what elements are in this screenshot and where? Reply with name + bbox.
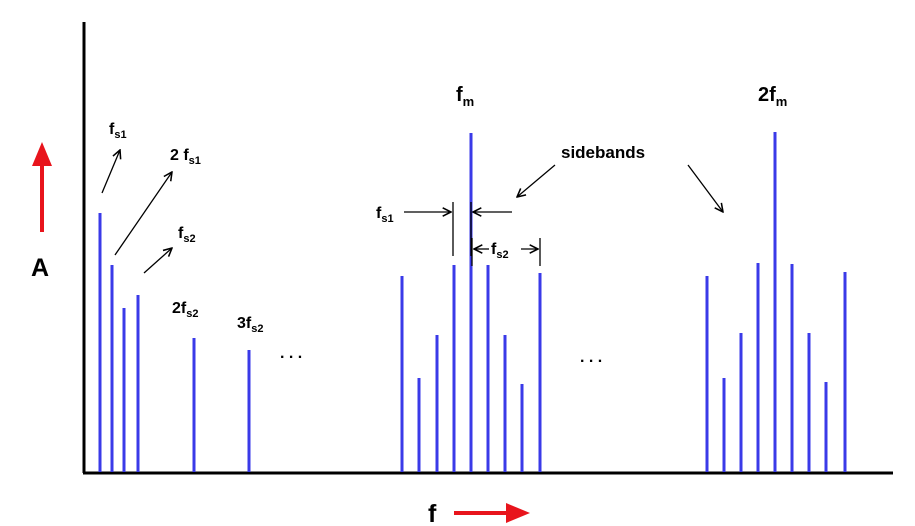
label-fm: fm: [456, 84, 474, 109]
spectral-lines: [98, 132, 847, 472]
label-fs2-spacing: fs2: [491, 241, 509, 261]
arrow-2fs1: [114, 172, 172, 256]
frequency-arrow: [454, 503, 530, 523]
ellipsis-2: . . .: [580, 349, 602, 366]
label-2fs2: 2fs2: [172, 300, 198, 320]
label-fs1-spacing: fs1: [376, 205, 394, 225]
x-axis-label: f: [428, 500, 437, 526]
label-fs2: fs2: [178, 225, 196, 245]
arrow-sidebands-left: [517, 164, 556, 197]
label-fs1: fs1: [109, 121, 127, 141]
y-axis-label: A: [31, 254, 49, 282]
arrow-fs1: [101, 150, 120, 194]
label-sidebands: sidebands: [561, 143, 645, 162]
label-2fs1: 2 fs1: [170, 147, 201, 167]
label-2fm: 2fm: [758, 84, 787, 109]
amplitude-arrow: [32, 142, 52, 232]
ellipsis-1: . . .: [280, 345, 302, 362]
arrow-fs2: [143, 248, 172, 274]
label-3fs2: 3fs2: [237, 315, 263, 335]
arrow-sidebands-right: [687, 164, 723, 212]
